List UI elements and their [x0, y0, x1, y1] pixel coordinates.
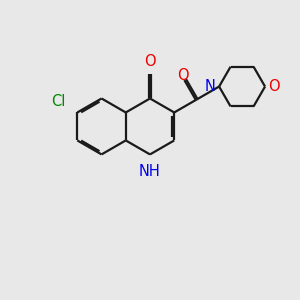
Text: O: O: [177, 68, 188, 82]
Text: O: O: [144, 54, 156, 69]
Text: Cl: Cl: [51, 94, 65, 109]
Text: O: O: [268, 79, 280, 94]
Text: N: N: [205, 79, 216, 94]
Text: NH: NH: [139, 164, 161, 179]
